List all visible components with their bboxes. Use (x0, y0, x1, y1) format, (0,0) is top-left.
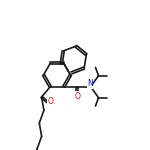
Text: O: O (48, 97, 54, 106)
Text: O: O (74, 92, 80, 101)
Text: N: N (87, 80, 93, 88)
